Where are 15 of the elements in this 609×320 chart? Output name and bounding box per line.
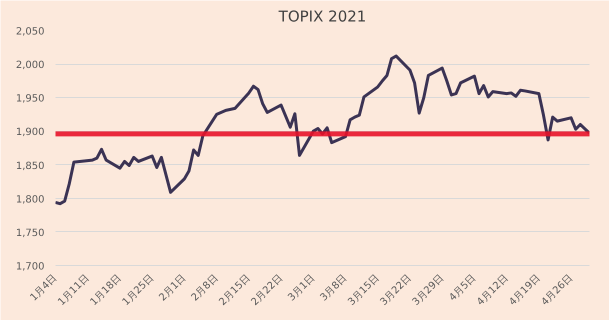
y-tick-label: 2,050 xyxy=(16,26,45,38)
x-tick-label: 3月1日 xyxy=(286,272,318,304)
line-series xyxy=(56,54,590,206)
chart-title: TOPIX 2021 xyxy=(278,8,366,26)
x-tick-label: 1月4日 xyxy=(28,272,60,304)
y-tick-label: 1,700 xyxy=(16,262,45,272)
y-tick-label: 2,000 xyxy=(16,60,45,72)
x-tick-label: 2月1日 xyxy=(157,272,188,304)
x-tick-label: 1月25日 xyxy=(120,272,156,308)
y-tick-label: 1,950 xyxy=(16,94,45,105)
y-tick-label: 1,800 xyxy=(16,194,45,206)
y-tick-label: 1,750 xyxy=(16,228,45,239)
y-tick-label: 1,850 xyxy=(16,160,45,172)
y-tick-label: 1,900 xyxy=(16,127,45,138)
x-tick-label: 2月22日 xyxy=(250,272,285,308)
